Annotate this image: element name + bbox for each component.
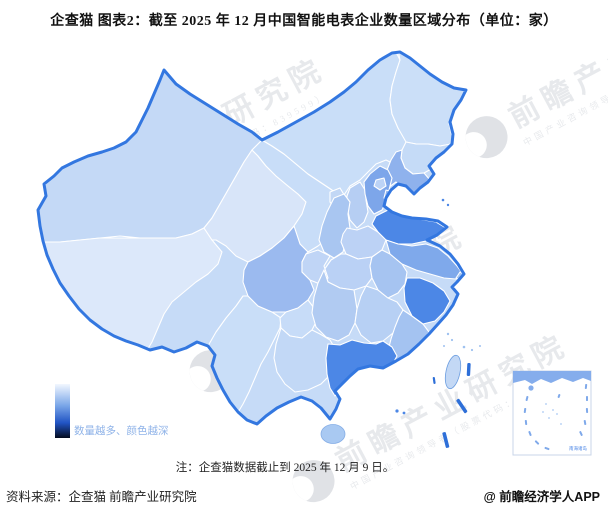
province-beijing[interactable] — [373, 177, 387, 191]
nine-dash-line — [432, 362, 471, 448]
legend: 数量越多、颜色越深 — [55, 384, 169, 438]
province-zhejiang[interactable] — [403, 277, 451, 325]
chart-title: 企查猫 图表2：截至 2025 年 12 月中国智能电表企业数量区域分布（单位：… — [50, 14, 558, 29]
credit-text: @ 前瞻经济学人APP — [483, 490, 600, 504]
footer: 资料来源：企查猫 前瞻产业研究院 @ 前瞻经济学人APP — [0, 486, 608, 505]
coastal-islets — [395, 198, 450, 415]
legend-label: 数量越多、颜色越深 — [74, 424, 169, 437]
chart-note: 注：企查猫数据截止到 2025 年 12 月 9 日。 — [175, 462, 395, 474]
province-jilin[interactable] — [400, 141, 452, 175]
province-jiangxi[interactable] — [354, 285, 404, 344]
inset-frame — [512, 370, 592, 456]
inset-label: 南海诸岛 — [569, 445, 587, 452]
province-taiwan[interactable] — [443, 354, 464, 390]
inset-hainan — [528, 385, 534, 391]
province-hunan[interactable] — [311, 269, 358, 342]
legend-gradient-bar — [55, 384, 70, 438]
inset-dash-line — [523, 383, 589, 451]
province-heilongjiang[interactable] — [389, 50, 468, 147]
inset-coast — [513, 371, 591, 384]
south-china-sea-inset: 南海诸岛 — [512, 370, 592, 456]
offshore-islets — [443, 332, 481, 352]
inset-content: 南海诸岛 — [513, 371, 591, 452]
province-hainan[interactable] — [320, 424, 346, 444]
inset-islets — [542, 403, 562, 425]
province-layer — [38, 50, 468, 415]
source-text: 资料来源：企查猫 前瞻产业研究院 — [6, 490, 197, 504]
